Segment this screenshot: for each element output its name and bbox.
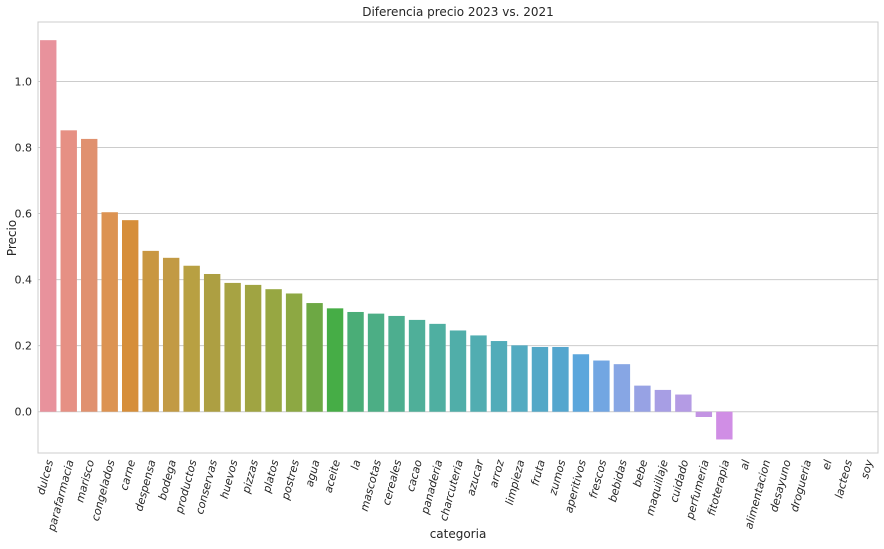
bar-limpieza [511, 345, 528, 412]
x-tick-label: limpieza [503, 458, 528, 506]
bar-fruta [531, 346, 549, 412]
bar-perfumeria [695, 411, 713, 418]
x-tick-label: marisco [73, 458, 97, 504]
x-tick-label: bodega [156, 458, 179, 501]
bar-azucar [470, 335, 487, 412]
x-tick-label: zumos [546, 458, 568, 497]
bar-la [347, 311, 364, 412]
bar-cereales [388, 315, 405, 412]
bar-bodega [162, 257, 180, 412]
x-tick-label: bebe [631, 458, 651, 488]
bar-bebidas [613, 364, 631, 412]
bar-panaderia [429, 323, 446, 412]
x-tick-label: el [820, 458, 835, 471]
y-tick-label: 0.4 [15, 274, 33, 287]
bar-aceite [326, 308, 344, 412]
bar-maquillaje [654, 389, 672, 412]
x-axis-label: categoria [430, 527, 487, 541]
bar-pizzas [244, 284, 262, 412]
bar-carne [122, 220, 139, 412]
y-tick-label: 0.8 [15, 142, 33, 155]
y-tick-label: 0.2 [15, 340, 33, 353]
bar-cuidado [675, 394, 692, 412]
bar-postres [285, 293, 303, 412]
x-tick-label: huevos [218, 458, 241, 500]
y-tick-label: 0.6 [15, 208, 33, 221]
bar-cacao [408, 319, 426, 412]
bar-marisco [81, 138, 98, 412]
x-tick-label: carne [117, 458, 138, 492]
chart-title: Diferencia precio 2023 vs. 2021 [362, 5, 554, 19]
x-tick-label: lacteos [832, 458, 855, 500]
bar-platos [265, 289, 282, 412]
bar-parafarmacia [60, 130, 77, 412]
bar-frescos [593, 360, 610, 412]
x-tick-label: frescos [587, 458, 610, 500]
bar-conservas [203, 273, 221, 412]
bar-arroz [490, 341, 508, 412]
bars [40, 40, 733, 440]
x-tick-label: soy [858, 458, 876, 480]
y-axis-label: Precio [5, 220, 19, 256]
bar-huevos [224, 282, 241, 412]
y-tick-label: 0.0 [15, 406, 33, 419]
y-tick-label: 1.0 [15, 75, 33, 88]
bar-productos [183, 265, 200, 412]
bar-bebe [634, 385, 651, 412]
bar-zumos [552, 346, 569, 412]
bar-charcuteria [449, 330, 467, 412]
x-tick-label: al [738, 458, 753, 471]
x-tick-label: postres [279, 458, 302, 502]
x-tick-label: platos [260, 458, 282, 495]
x-tick-label: dulces [34, 458, 56, 496]
bar-aperitivos [572, 354, 590, 412]
bar-congelados [101, 212, 118, 412]
bar-mascotas [367, 313, 385, 412]
x-tick-label: cacao [404, 458, 425, 493]
x-tick-label: pizzas [239, 458, 261, 495]
x-tick-label: fruta [528, 458, 547, 487]
y-tick-labels: 0.0 0.2 0.4 0.6 0.8 1.0 [15, 75, 33, 418]
x-tick-label: cuidado [667, 458, 691, 504]
x-tick-label: bebidas [606, 458, 630, 503]
bar-despensa [142, 250, 159, 412]
bar-fitoterapia [716, 411, 733, 440]
x-tick-label: azucar [464, 457, 486, 497]
x-tick-label: agua [303, 458, 323, 488]
bar-agua [306, 303, 323, 412]
bar-dulces [40, 40, 57, 412]
x-tick-label: la [348, 458, 363, 471]
x-tick-label: aceite [322, 458, 343, 494]
x-tick-label: cereales [380, 458, 405, 506]
x-tick-label: arroz [487, 458, 507, 489]
